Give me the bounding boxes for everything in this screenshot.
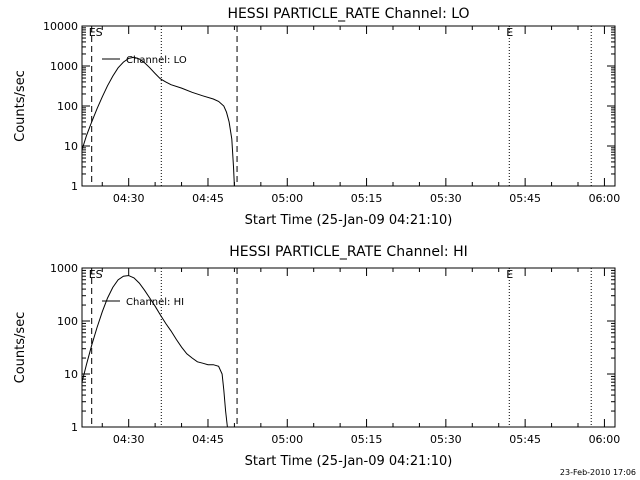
chart-title: HESSI PARTICLE_RATE Channel: LO xyxy=(227,6,469,22)
data-series-line xyxy=(81,275,228,428)
y-tick-label: 100 xyxy=(57,315,78,328)
plot-frame xyxy=(81,267,616,428)
x-tick-label: 05:30 xyxy=(430,433,462,446)
y-axis-label: Counts/sec xyxy=(13,70,28,142)
x-tick-label: 05:00 xyxy=(271,433,303,446)
legend-label: Channel: HI xyxy=(126,297,184,308)
x-tick-label: 05:45 xyxy=(509,433,541,446)
y-tick-label: 100 xyxy=(57,100,78,113)
time-marker-label: E xyxy=(506,26,513,39)
x-tick-label: 06:00 xyxy=(589,192,621,205)
x-tick-label: 05:00 xyxy=(271,192,303,205)
y-tick-label: 10 xyxy=(64,140,78,153)
time-marker-label: ES xyxy=(89,26,103,39)
y-tick-label: 10000 xyxy=(43,20,78,33)
time-marker-label: ES xyxy=(89,268,103,281)
time-marker-label: E xyxy=(506,268,513,281)
x-tick-label: 05:45 xyxy=(509,192,541,205)
legend-label: Channel: LO xyxy=(126,55,187,66)
x-tick-label: 05:15 xyxy=(351,433,383,446)
x-tick-label: 05:30 xyxy=(430,192,462,205)
y-tick-label: 1 xyxy=(71,180,78,193)
x-axis-label: Start Time (25-Jan-09 04:21:10) xyxy=(245,213,453,228)
x-tick-label: 05:15 xyxy=(351,192,383,205)
y-tick-label: 1000 xyxy=(50,60,78,73)
x-tick-label: 04:30 xyxy=(113,433,145,446)
y-axis-label: Counts/sec xyxy=(13,312,28,384)
x-tick-label: 04:30 xyxy=(113,192,145,205)
y-tick-label: 10 xyxy=(64,368,78,381)
chart-title: HESSI PARTICLE_RATE Channel: HI xyxy=(229,244,467,260)
plot-timestamp: 23-Feb-2010 17:06 xyxy=(559,468,636,477)
plot-frame xyxy=(81,25,616,187)
data-series-line xyxy=(81,56,235,187)
y-tick-label: 1000 xyxy=(50,262,78,275)
y-tick-label: 1 xyxy=(71,421,78,434)
x-tick-label: 04:45 xyxy=(192,433,224,446)
x-axis-label: Start Time (25-Jan-09 04:21:10) xyxy=(245,454,453,469)
x-tick-label: 04:45 xyxy=(192,192,224,205)
x-tick-label: 06:00 xyxy=(589,433,621,446)
